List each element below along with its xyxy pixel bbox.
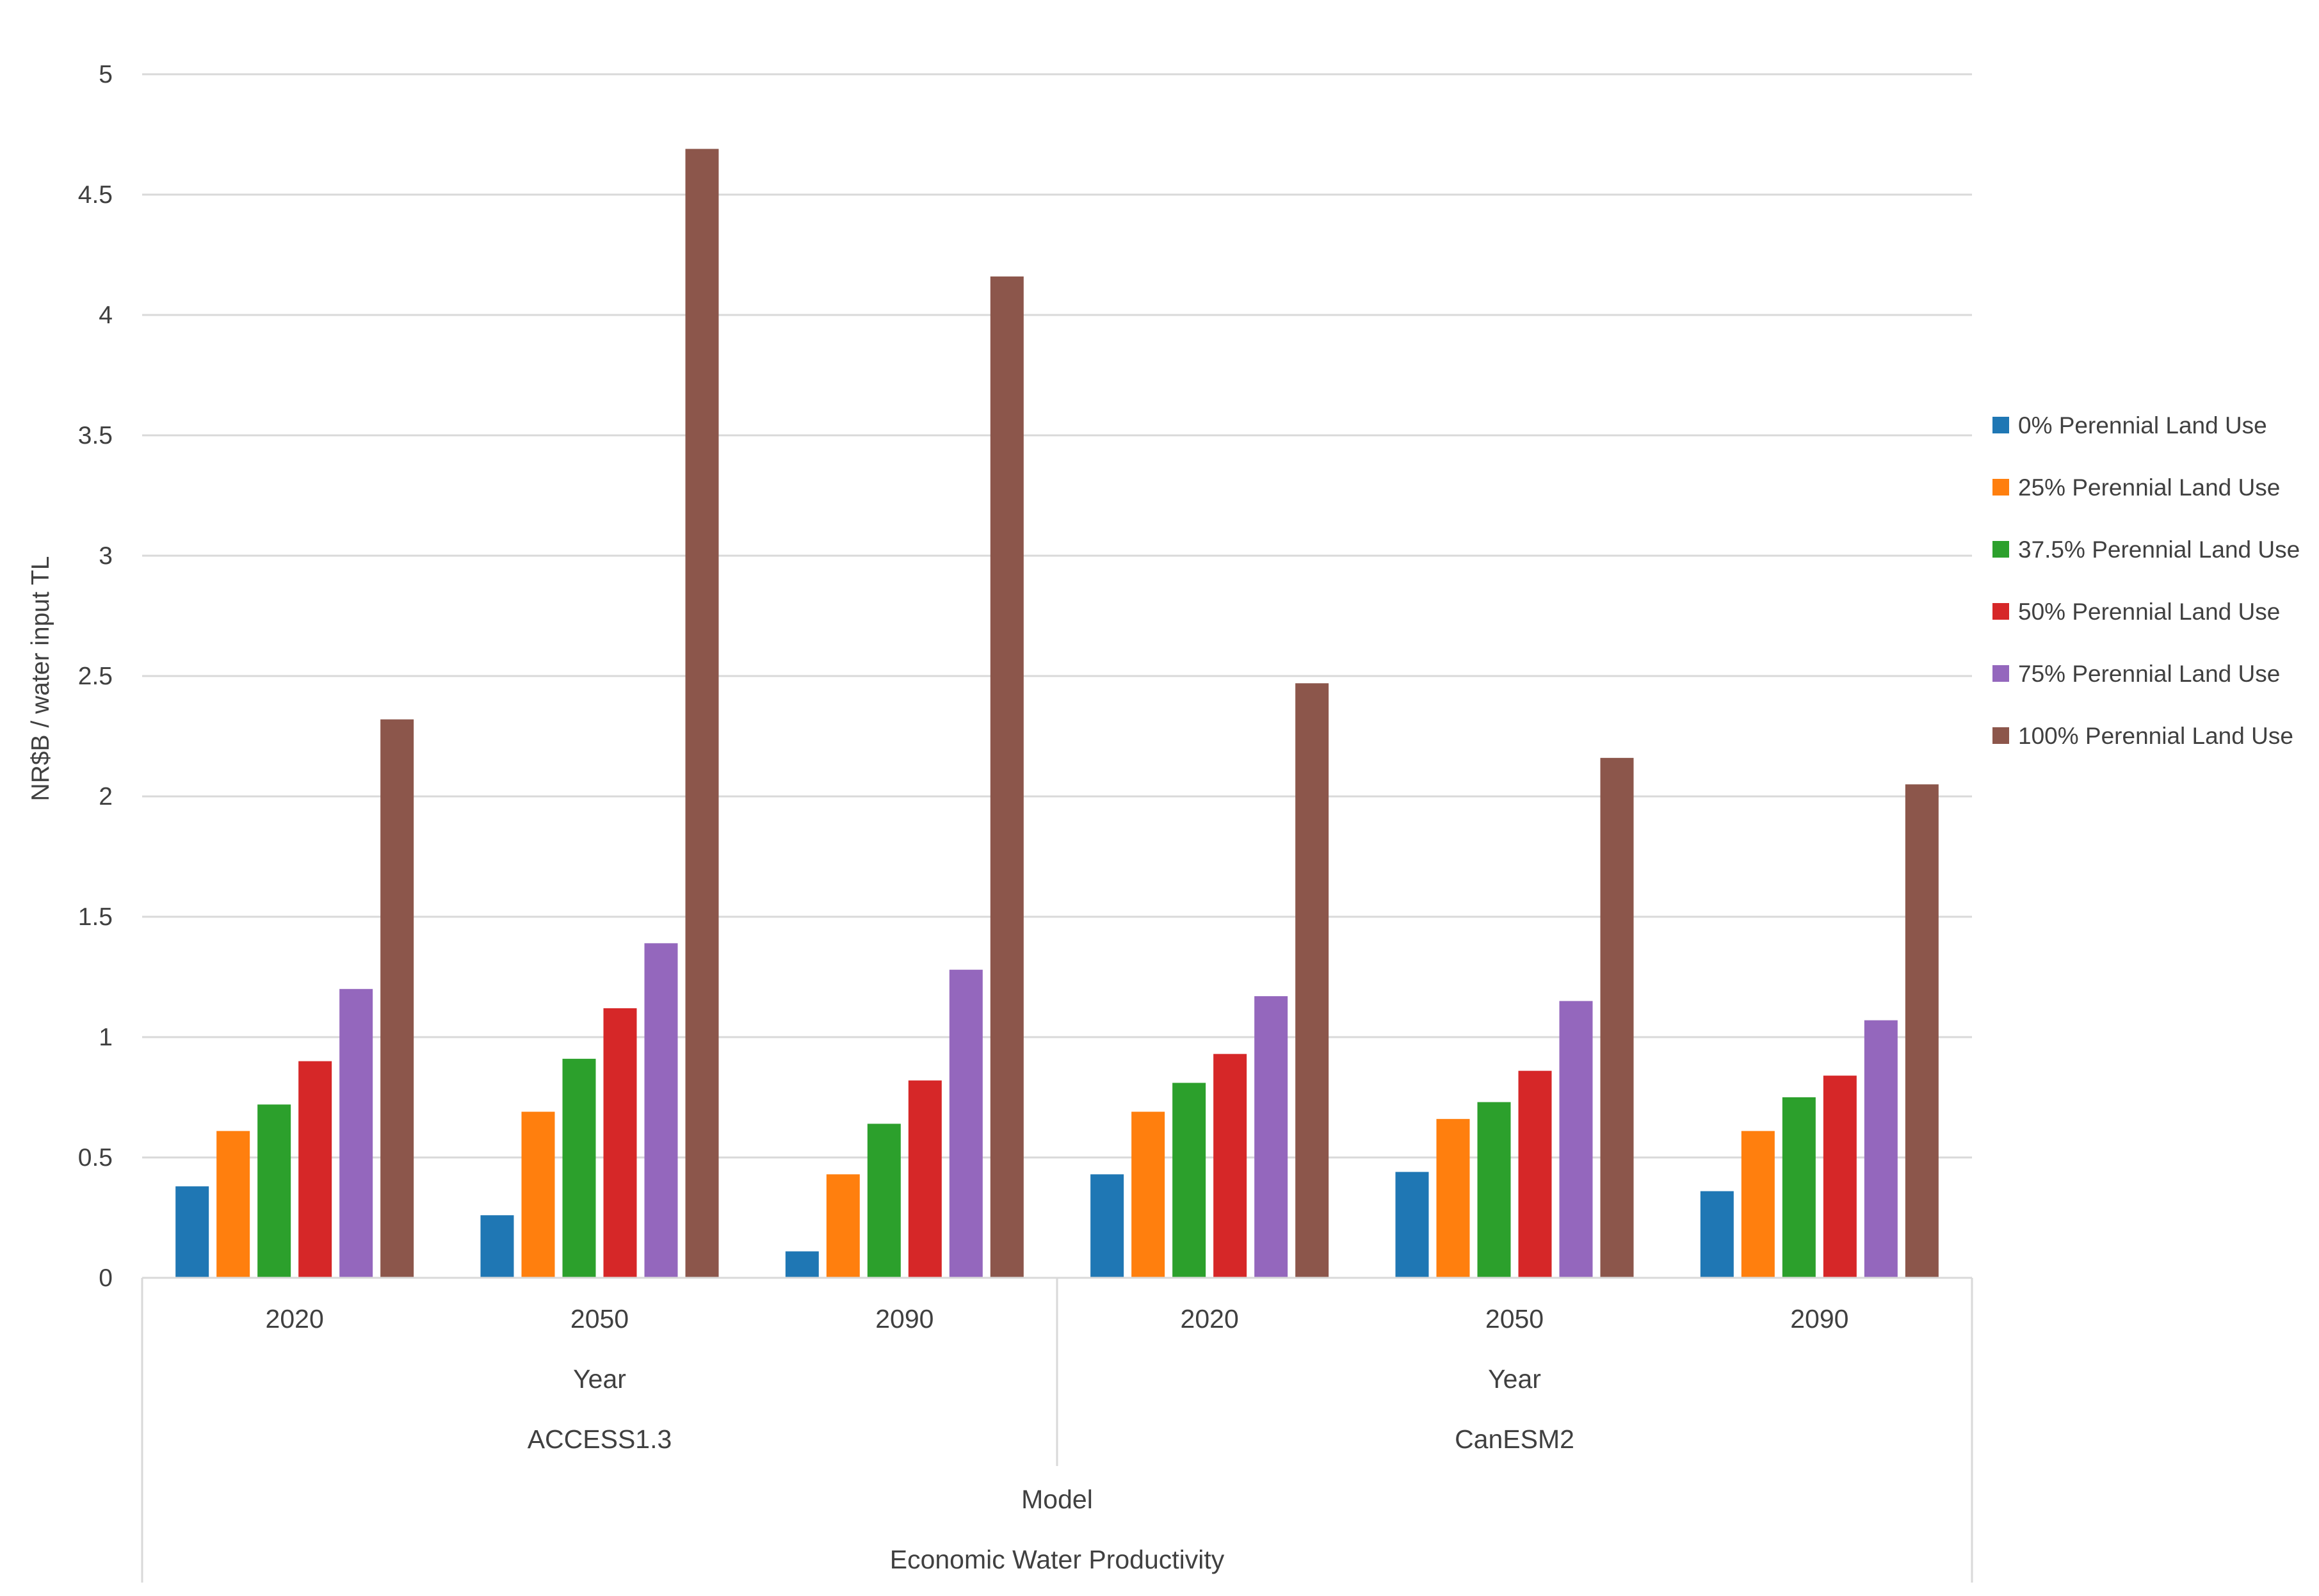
bar [216, 1131, 250, 1278]
bar [908, 1080, 942, 1278]
y-tick-label: 2 [99, 783, 113, 810]
x-category-label: 2020 [266, 1304, 324, 1334]
x-category-label: 2050 [1485, 1304, 1544, 1334]
y-tick-label: 0.5 [78, 1144, 113, 1172]
bar [685, 149, 719, 1278]
bar [990, 276, 1024, 1278]
bar [1741, 1131, 1775, 1278]
legend-label: 0% Perennial Land Use [2018, 412, 2267, 439]
legend-label: 37.5% Perennial Land Use [2018, 536, 2300, 563]
bar [1905, 784, 1939, 1278]
x-model-label: ACCESS1.3 [528, 1424, 672, 1454]
y-axis: 0 0.5 1 1.5 2 2.5 3 3.5 4 4.5 5 [78, 61, 113, 1292]
legend-swatch [1992, 665, 2009, 682]
x-category-label: 2050 [570, 1304, 629, 1334]
bar [298, 1061, 332, 1278]
y-tick-label: 3 [99, 542, 113, 570]
bar [603, 1008, 637, 1278]
bar [1213, 1054, 1247, 1278]
bar [1559, 1001, 1593, 1278]
legend-swatch [1992, 541, 2009, 558]
x-outer-title: Economic Water Productivity [890, 1545, 1225, 1574]
bar [480, 1215, 514, 1278]
y-tick-label: 3.5 [78, 422, 113, 449]
x-year-title: Year [573, 1364, 626, 1394]
bar [1436, 1118, 1470, 1278]
gridlines [142, 73, 1972, 1159]
legend-swatch [1992, 479, 2009, 496]
legend-swatch [1992, 417, 2009, 433]
x-category-label: 2020 [1181, 1304, 1239, 1334]
legend-label: 25% Perennial Land Use [2018, 474, 2280, 501]
bar [1600, 757, 1634, 1278]
bars [175, 149, 1939, 1278]
y-tick-label: 1.5 [78, 903, 113, 931]
legend-swatch [1992, 603, 2009, 620]
legend-label: 100% Perennial Land Use [2018, 723, 2293, 749]
bar [339, 988, 373, 1278]
x-category-label: 2090 [875, 1304, 933, 1334]
legend-label: 75% Perennial Land Use [2018, 661, 2280, 687]
y-tick-label: 4.5 [78, 181, 113, 209]
legend: 0% Perennial Land Use 25% Perennial Land … [1992, 412, 2300, 749]
x-axis: 2020 2050 2090 Year ACCESS1.3 2020 2050 2090 Yea… [141, 1277, 1973, 1583]
bar [1395, 1172, 1429, 1278]
bar [1254, 996, 1288, 1278]
bar [1864, 1020, 1898, 1278]
legend-swatch [1992, 727, 2009, 744]
bar [1131, 1111, 1165, 1278]
x-year-title: Year [1488, 1364, 1541, 1394]
bar [1823, 1076, 1857, 1278]
bar [1477, 1102, 1511, 1278]
bar [175, 1186, 209, 1278]
bar [867, 1124, 901, 1278]
bar [1700, 1191, 1734, 1278]
y-tick-label: 2.5 [78, 663, 113, 690]
legend-label: 50% Perennial Land Use [2018, 599, 2280, 625]
bar [1782, 1097, 1816, 1278]
x-model-label: CanESM2 [1455, 1424, 1574, 1454]
y-axis-title: NR$B / water input TL [27, 556, 54, 802]
bar [826, 1174, 860, 1278]
y-tick-label: 1 [99, 1024, 113, 1051]
bar [1518, 1070, 1552, 1278]
y-tick-label: 4 [99, 302, 113, 329]
bar [949, 969, 983, 1278]
bar [521, 1111, 555, 1278]
y-tick-label: 5 [99, 61, 113, 88]
bar [1172, 1083, 1206, 1278]
bar [380, 719, 414, 1278]
x-category-label: 2090 [1790, 1304, 1848, 1334]
bar [562, 1058, 596, 1278]
bar [644, 943, 678, 1278]
bar [1295, 683, 1329, 1278]
bar [257, 1104, 291, 1278]
y-tick-label: 0 [99, 1264, 113, 1292]
x-model-title: Model [1021, 1485, 1093, 1514]
bar [785, 1251, 819, 1278]
bar [1090, 1174, 1124, 1278]
